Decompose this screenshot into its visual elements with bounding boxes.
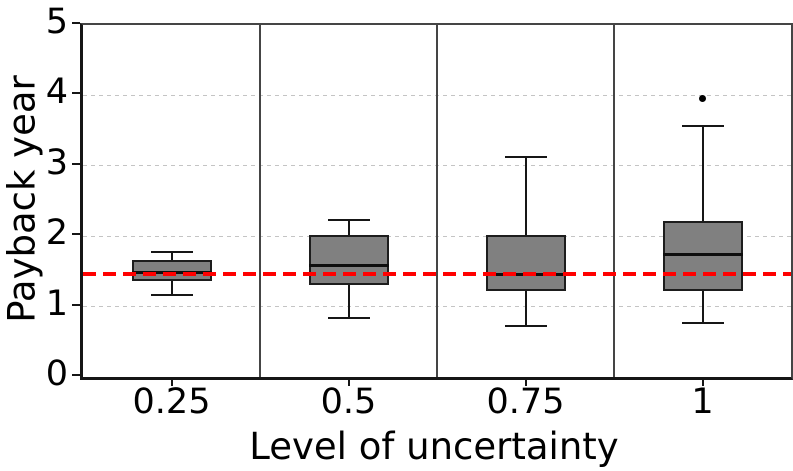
median-line xyxy=(308,263,389,267)
x-tick-mark xyxy=(524,378,527,386)
panel-divider xyxy=(259,25,261,377)
y-tick-mark xyxy=(72,92,80,95)
x-tick-mark xyxy=(170,378,173,386)
upper-whisker-cap xyxy=(681,125,724,128)
reference-line xyxy=(83,271,791,276)
lower-whisker-cap xyxy=(150,294,193,297)
upper-whisker-cap xyxy=(327,219,370,221)
upper-whisker-cap xyxy=(150,250,193,253)
y-tick-mark xyxy=(72,303,80,306)
lower-whisker-line xyxy=(701,291,704,323)
upper-whisker-line xyxy=(701,126,704,221)
y-tick-label: 5 xyxy=(45,2,68,42)
x-tick-label: 0.25 xyxy=(132,382,211,422)
lower-whisker-line xyxy=(347,284,350,318)
y-tick-label: 4 xyxy=(45,72,68,113)
plot-area xyxy=(80,23,793,380)
x-axis-label: Level of uncertainty xyxy=(249,425,619,468)
lower-whisker-line xyxy=(170,281,173,296)
median-line xyxy=(662,253,743,256)
y-tick-label: 3 xyxy=(45,142,68,183)
y-tick-mark xyxy=(72,22,80,24)
x-tick-label: 0.5 xyxy=(320,382,377,422)
lower-whisker-cap xyxy=(504,324,547,327)
y-tick-label: 1 xyxy=(45,283,68,324)
x-tick-mark xyxy=(347,378,350,386)
upper-whisker-cap xyxy=(504,155,547,158)
lower-whisker-cap xyxy=(681,321,724,324)
x-tick-label: 1 xyxy=(691,382,714,422)
outlier-point xyxy=(699,95,706,103)
y-tick-mark xyxy=(72,374,80,376)
y-tick-mark xyxy=(72,233,80,236)
panel-divider xyxy=(613,25,615,377)
box xyxy=(131,260,212,282)
lower-whisker-line xyxy=(524,291,527,326)
box xyxy=(308,235,389,285)
upper-whisker-line xyxy=(524,156,527,236)
y-tick-mark xyxy=(72,162,80,165)
panel-divider xyxy=(436,25,438,377)
x-tick-label: 0.75 xyxy=(486,382,565,422)
y-tick-label: 0 xyxy=(45,354,68,394)
y-tick-label: 2 xyxy=(45,213,68,254)
upper-whisker-line xyxy=(347,220,350,236)
x-tick-mark xyxy=(701,378,704,386)
lower-whisker-cap xyxy=(327,316,370,319)
box xyxy=(485,235,566,292)
upper-whisker-line xyxy=(170,251,173,261)
